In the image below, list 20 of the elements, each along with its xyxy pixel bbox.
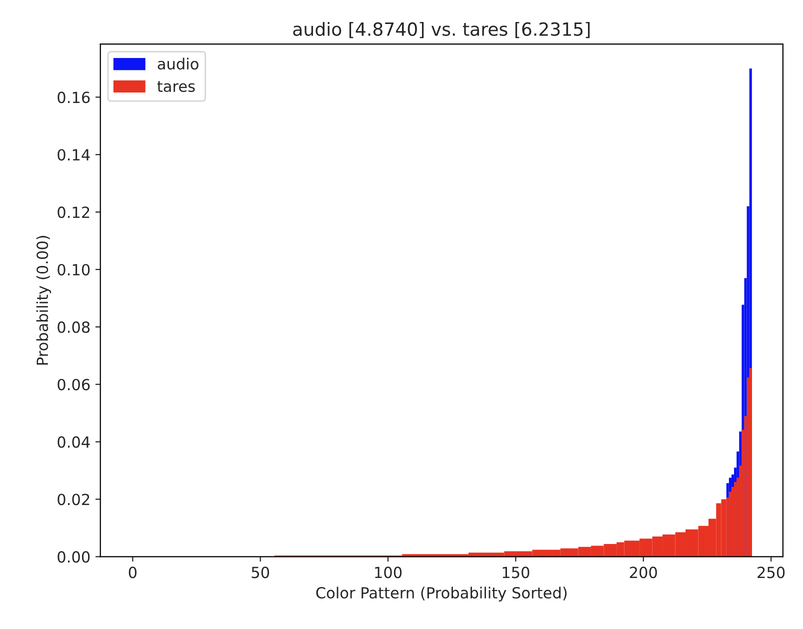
- y-tick-label: 0.16: [58, 92, 90, 104]
- y-tick-label: 0.06: [58, 378, 90, 390]
- legend-label: tares: [157, 81, 195, 92]
- x-tick-label: 0: [128, 566, 137, 578]
- y-tick-label: 0.02: [58, 494, 90, 506]
- y-axis-title: Probability (0.00): [36, 236, 52, 365]
- x-tick-label: 100: [375, 566, 402, 578]
- legend-label: audio: [158, 58, 198, 70]
- y-tick-label: 0.14: [58, 149, 90, 161]
- y-tick-label: 0.00: [58, 551, 90, 563]
- x-tick-label: 250: [758, 566, 785, 578]
- x-tick-label: 50: [252, 566, 270, 578]
- y-tick-label: 0.04: [58, 436, 90, 448]
- x-tick-label: 150: [502, 566, 530, 578]
- y-tick-label: 0.12: [58, 206, 90, 218]
- x-axis-title: Color Pattern (Probability Sorted): [316, 586, 567, 602]
- y-tick-label: 0.10: [58, 264, 90, 276]
- y-tick-label: 0.08: [58, 321, 90, 333]
- x-tick-label: 200: [630, 566, 657, 578]
- chart-title: audio [4.8740] vs. tares [6.2315]: [293, 22, 590, 38]
